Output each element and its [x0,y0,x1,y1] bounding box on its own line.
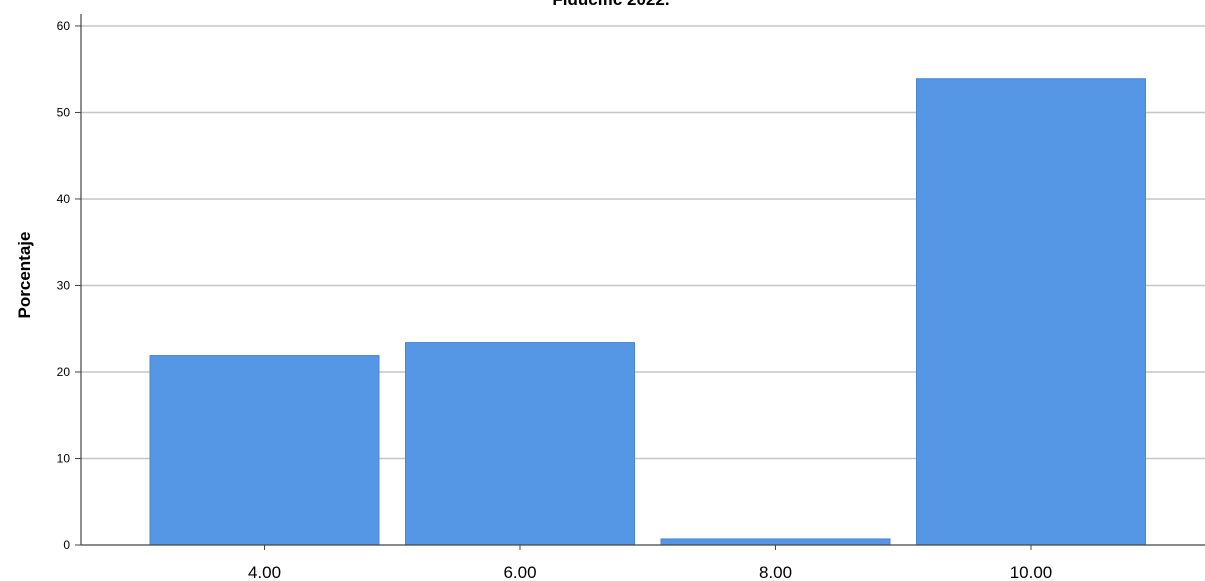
x-tick-label: 8.00 [759,563,792,581]
axes [80,14,1205,546]
x-tick-label: 4.00 [248,563,281,581]
y-tick-label: 40 [57,192,71,206]
y-axis-label: Porcentaje [15,232,34,319]
bar-8.00 [660,538,891,546]
y-tick-label: 30 [57,278,71,292]
chart-title: Fiducific 2022. [552,0,669,9]
x-tick-label: 10.00 [1010,563,1053,581]
bar-4.00 [149,355,380,546]
x-tick-label: 6.00 [503,563,536,581]
y-tick-label: 10 [57,451,71,465]
x-tick-labels: 4.00 6.00 8.00 10.00 [248,545,1052,581]
y-tick-label: 60 [57,19,71,33]
y-tick-label: 20 [57,365,71,379]
bar-10.00 [916,78,1146,546]
bar-6.00 [405,342,635,546]
y-tick-labels: 0 10 20 30 40 50 60 [57,19,81,552]
y-tick-label: 0 [63,538,70,552]
y-tick-label: 50 [57,105,71,119]
bars [149,78,1146,546]
